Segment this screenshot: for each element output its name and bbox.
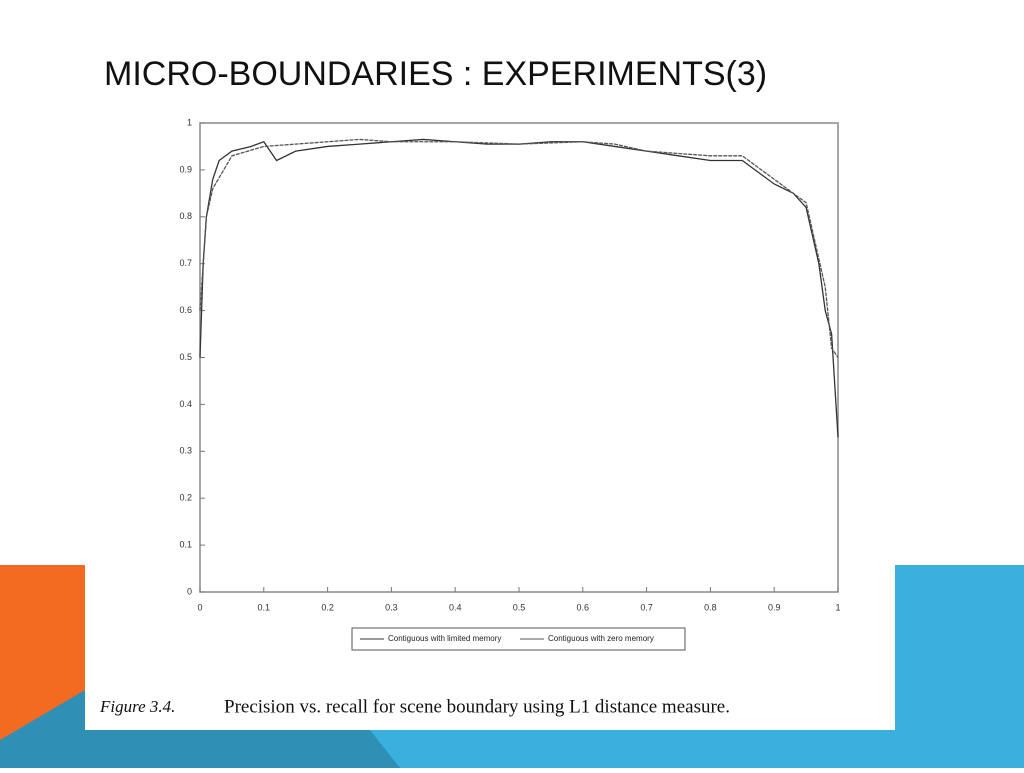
caption-text: Precision vs. recall for scene boundary … (224, 696, 730, 717)
y-tick-label: 0.8 (179, 211, 192, 221)
y-tick-label: 0.1 (179, 539, 192, 549)
y-tick-label: 0.5 (179, 352, 192, 362)
y-tick-label: 1 (187, 117, 192, 127)
x-tick-label: 1 (835, 602, 840, 612)
x-tick-label: 0.2 (321, 602, 334, 612)
x-tick-label: 0 (197, 602, 202, 612)
y-tick-label: 0.6 (179, 305, 192, 315)
y-tick-label: 0.3 (179, 446, 192, 456)
x-tick-label: 0.1 (258, 602, 271, 612)
legend-label: Contiguous with zero memory (548, 634, 654, 643)
x-tick-label: 0.7 (640, 602, 653, 612)
x-tick-label: 0.8 (704, 602, 717, 612)
slide-title: MICRO-BOUNDARIES : EXPERIMENTS(3) (104, 55, 767, 93)
blue-block (895, 565, 1024, 768)
caption-label: Figure 3.4. (99, 697, 175, 716)
y-tick-label: 0.2 (179, 493, 192, 503)
figure-image (85, 110, 895, 730)
y-tick-label: 0.9 (179, 164, 192, 174)
plot: 0 0.1 0.2 0.3 0.4 0.5 0.6 0.7 0.8 0.9 1 0 0.1 0.2 0.3 0… (179, 117, 840, 643)
y-tick-label: 0.7 (179, 258, 192, 268)
y-tick-label: 0.4 (179, 399, 192, 409)
series-line (199, 138, 839, 358)
legend-box (351, 627, 686, 651)
x-tick-label: 0.6 (577, 602, 590, 612)
x-tick-label: 0.3 (385, 602, 398, 612)
x-tick-label: 0.4 (449, 602, 462, 612)
x-tick-label: 0.5 (513, 602, 526, 612)
legend-label: Contiguous with limited memory (388, 634, 501, 643)
y-tick-label: 0 (187, 586, 192, 596)
x-tick-label: 0.9 (768, 602, 781, 612)
